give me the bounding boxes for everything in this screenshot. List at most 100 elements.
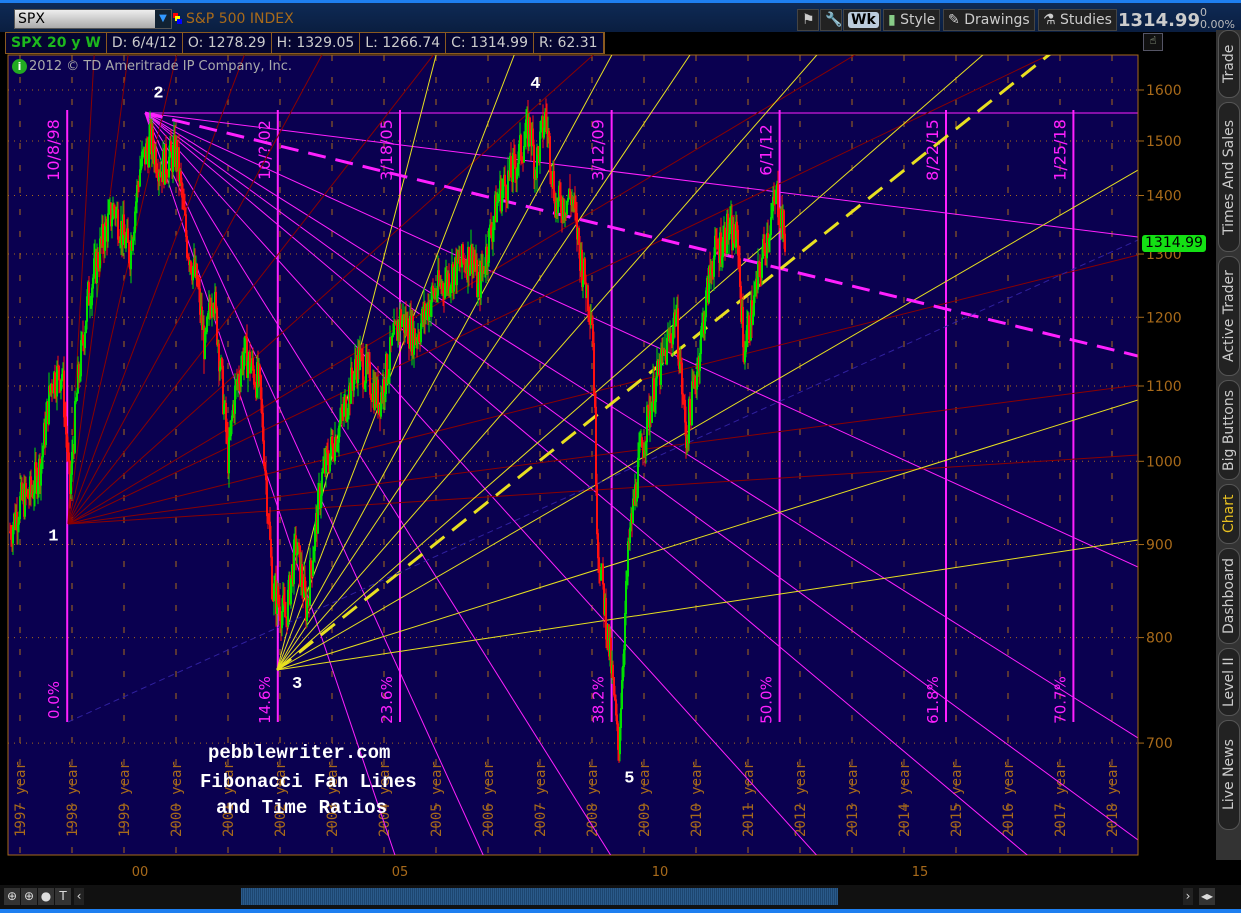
plot-layer: 1997 year 1998 year 1999 year 2000 year 2001… [8,55,1138,855]
fan-line-3 [276,539,1138,671]
time-scrollbar[interactable] [241,888,838,905]
side-tabs: Trade Times And Sales Active Trader Big But… [1216,30,1241,860]
year-label: 2013 year [845,761,861,837]
time-pct-label: 0.0% [45,681,63,719]
change-pct: 0.00% [1200,18,1235,31]
fan-line-1 [67,55,594,525]
fan-line-3 [276,55,515,671]
time-pct-label: 23.6% [378,676,396,724]
year-label: 2015 year [949,761,965,837]
year-label: 2018 year [1105,761,1121,837]
year-label: 2000 year [169,761,185,837]
wave-point-label: 2 [153,85,163,104]
time-pct-label: 61.8% [924,676,942,724]
zoom-icon[interactable]: ⊕ [21,888,37,905]
fan-line-1 [67,454,1138,525]
year-label: 2016 year [1001,761,1017,837]
x-tick-label: 10 [652,865,669,880]
annotation-line1: Fibonacci Fan Lines [200,771,417,793]
fan-line-3 [276,169,1138,671]
fan-line-1 [67,55,1050,525]
fan-line-1 [67,55,856,525]
symbol-description: S&P 500 INDEX [186,11,294,27]
fan-line-2 [144,112,1028,855]
dashed-fan-50 [144,111,1138,358]
aggregation-button[interactable]: Wk [843,9,881,31]
scroll-right-icon[interactable]: › [1183,888,1193,905]
tab-times-and-sales[interactable]: Times And Sales [1218,102,1240,252]
expand-icon[interactable]: ◂▸ [1199,888,1215,905]
tab-dashboard[interactable]: Dashboard [1218,548,1240,644]
link-icon[interactable] [173,13,183,25]
chevron-down-icon[interactable]: ▼ [155,10,171,28]
last-price: 1314.99 [1118,10,1200,31]
fan-line-3 [276,55,691,671]
fan-line-2 [144,112,1138,841]
bar-open: O: 1278.29 [183,33,272,53]
fan-line-1 [67,55,434,525]
settings-button[interactable]: 🔧 [820,9,842,31]
time-pct-label: 38.2% [590,676,608,724]
fan-line-3 [276,399,1138,671]
time-pct-label: 14.6% [256,676,274,724]
info-icon[interactable]: i [12,59,27,74]
circle-icon[interactable]: ● [38,888,54,905]
fan-line-3 [276,55,984,671]
drawings-label: Drawings [964,12,1030,28]
dashed-trend-line [67,239,1138,723]
y-tick-label: 1400 [1146,188,1182,204]
style-button[interactable]: ▮ Style [883,9,941,31]
fan-line-3 [276,55,613,671]
crosshair-icon[interactable]: ⊕ [4,888,20,905]
style-label: Style [900,12,936,28]
fan-line-2 [144,112,1138,238]
tab-chart[interactable]: Chart [1218,484,1240,544]
year-label: 2010 year [689,761,705,837]
year-label: 2002 year [273,761,289,837]
text-icon[interactable]: T [55,888,71,905]
year-label: 2003 year [325,761,341,837]
tab-trade[interactable]: Trade [1218,30,1240,98]
info-bar: SPX 20 y W D: 6/4/12 O: 1278.29 H: 1329.… [5,32,605,54]
studies-button[interactable]: ⚗ Studies [1038,9,1117,31]
pencil-icon: ✎ [948,12,960,28]
time-date-label: 6/1/12 [757,124,776,176]
year-label: 2006 year [481,761,497,837]
tab-active-trader[interactable]: Active Trader [1218,256,1240,376]
year-label: 1998 year [65,761,81,837]
bar-range: R: 62.31 [534,33,604,53]
y-tick-label: 1600 [1146,83,1182,99]
flask-icon: ⚗ [1043,12,1056,28]
fan-line-1 [67,55,245,525]
fan-line-1 [67,55,178,525]
dashed-fan-50-up [276,55,1052,672]
bar-close: C: 1314.99 [446,33,534,53]
y-tick-label: 700 [1146,736,1173,752]
bottom-bar: ⊕ ⊕ ● T ‹ › ◂▸ [0,885,1241,913]
cursor-mode-icon[interactable]: ☝ [1143,33,1163,51]
time-date-label: 3/12/09 [589,119,608,181]
studies-label: Studies [1060,12,1112,28]
fan-line-2 [144,112,818,855]
time-date-label: 8/22/15 [923,119,942,181]
fan-line-2 [144,112,1138,739]
year-label: 2012 year [793,761,809,837]
time-pct-label: 70.7% [1051,676,1069,724]
bar-high: H: 1329.05 [272,33,361,53]
bar-low: L: 1266.74 [360,33,447,53]
y-tick-label: 800 [1146,631,1173,647]
x-tick-label: 00 [132,865,149,880]
fan-line-3 [276,55,818,671]
tab-live-news[interactable]: Live News [1218,720,1240,830]
candle-icon: ▮ [888,12,896,28]
current-price-tag: 1314.99 [1142,235,1206,252]
tab-big-buttons[interactable]: Big Buttons [1218,380,1240,480]
drawings-button[interactable]: ✎ Drawings [943,9,1035,31]
symbol-input[interactable]: SPX ▼ [14,9,172,29]
fan-line-1 [67,384,1138,525]
tab-level-ii[interactable]: Level II [1218,648,1240,716]
flag-button[interactable]: ⚑ [797,9,819,31]
wrench-icon: 🔧 [825,12,843,28]
scroll-left-icon[interactable]: ‹ [74,888,84,905]
